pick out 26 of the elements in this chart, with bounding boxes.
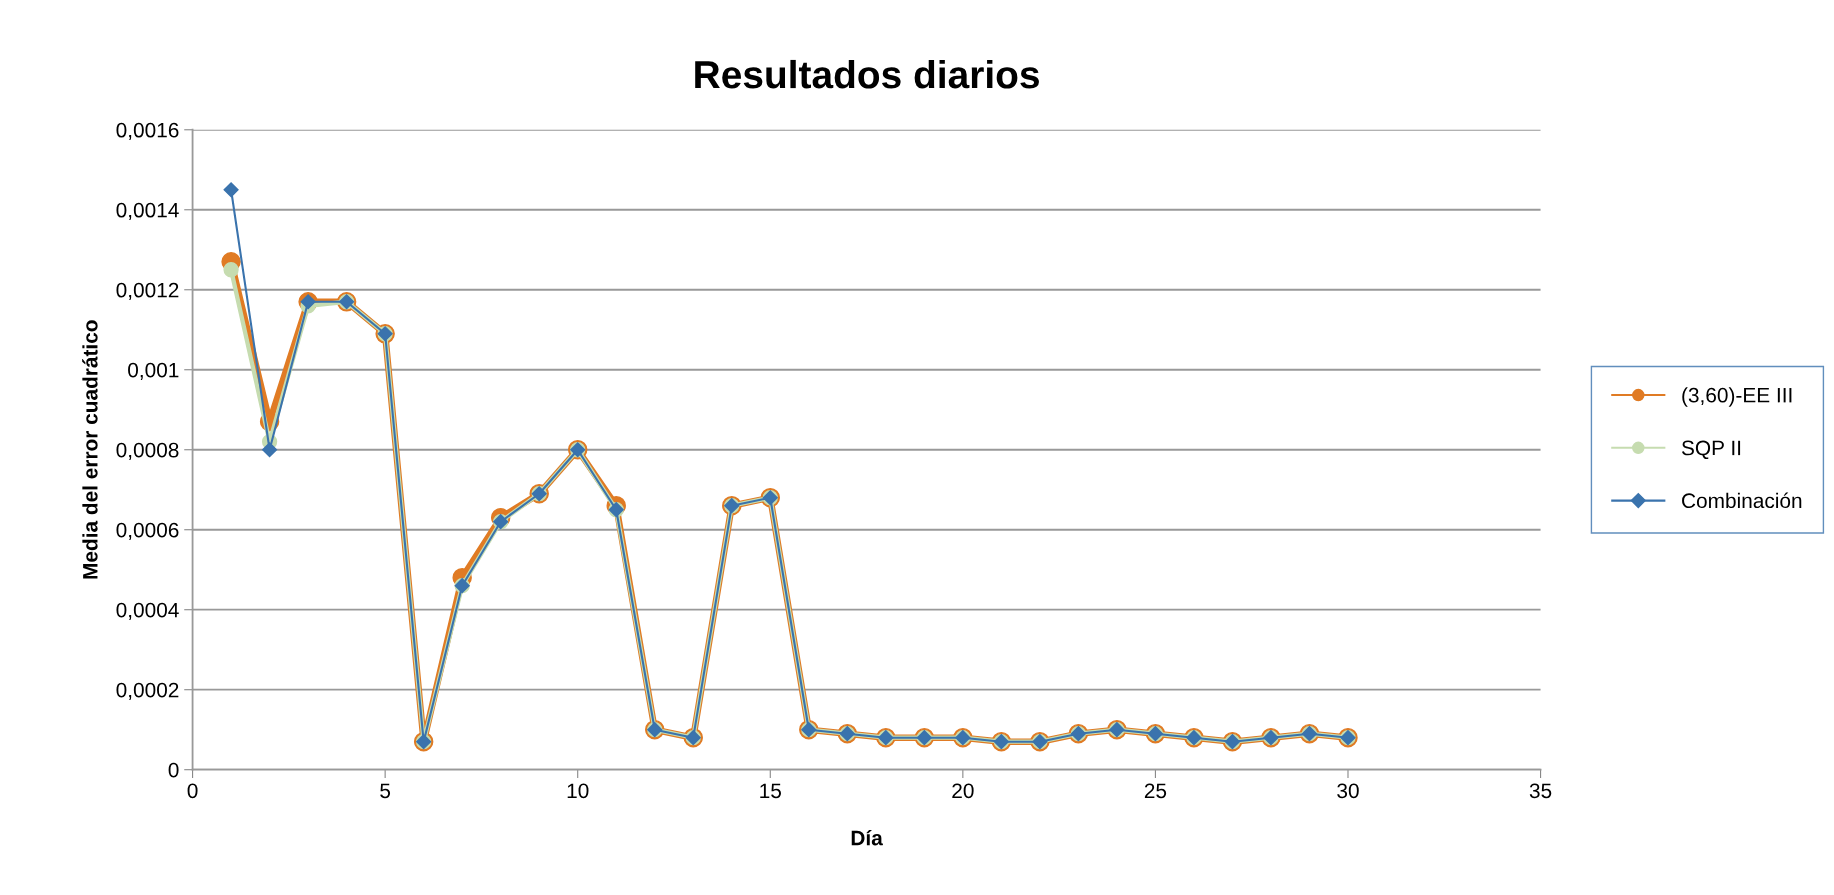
x-tick-label: 20 (952, 783, 974, 799)
y-tick-label: 0 (168, 762, 179, 778)
legend-label: Combinación (1682, 492, 1802, 509)
y-tick-label: 0,0016 (116, 122, 179, 140)
y-tick-label: 0,0014 (116, 202, 179, 220)
x-tick-label: 25 (1144, 783, 1167, 799)
y-tick-label: 0,0006 (116, 522, 179, 540)
x-tick-label: 0 (187, 783, 198, 799)
x-tick-label: 35 (1529, 783, 1552, 799)
point (262, 442, 278, 458)
y-tick-label: 0,0002 (116, 682, 179, 700)
legend-label: SQP II (1681, 440, 1741, 460)
y-tick-label: 0,0012 (116, 282, 179, 300)
x-tick-label: 15 (760, 783, 781, 799)
y-axis-title: Media del error cuadrático (82, 320, 98, 579)
point (223, 262, 239, 278)
legend-label: (3,60)-EE III (1682, 387, 1792, 407)
chart-title: Resultados diarios (695, 59, 1039, 89)
x-tick-label: 30 (1337, 783, 1359, 799)
y-tick-label: 0,0008 (116, 442, 179, 460)
point (223, 182, 239, 198)
y-tick-label: 0,0004 (116, 602, 179, 620)
x-tick-label: 10 (567, 783, 589, 799)
y-tick-label: 0,001 (128, 362, 179, 380)
x-axis-title: Día (851, 829, 883, 846)
x-tick-label: 5 (380, 783, 391, 799)
